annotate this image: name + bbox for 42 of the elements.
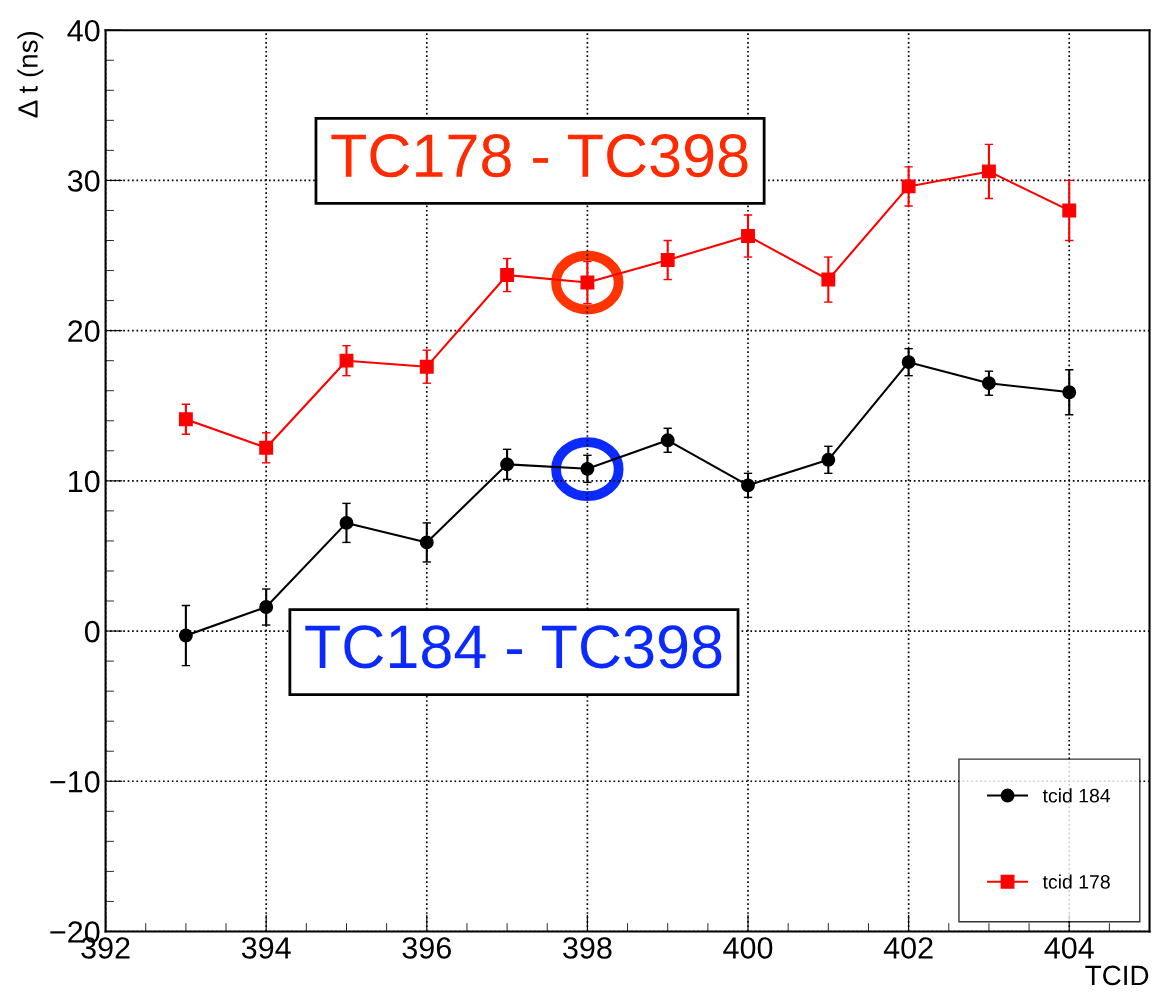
annotation: TC178 - TC398 [331,134,748,178]
point [339,515,354,530]
point [419,535,434,550]
point [821,452,836,467]
point [1062,203,1077,218]
point [981,164,996,179]
x-tick-label: 394 [241,937,291,959]
point [178,412,193,427]
x-tick-label: 396 [402,937,451,959]
point [419,359,434,374]
point [821,272,836,287]
x-tick-label: 400 [723,937,773,959]
y-tick-label: 20 [68,320,100,342]
y-axis-title: Δ t (ns) [17,31,44,118]
point [981,376,996,391]
point [741,229,755,243]
point [500,268,515,282]
point [660,433,675,448]
legend-label: tcid 184 [1042,788,1111,803]
point [901,355,916,370]
point [1062,385,1077,400]
y-tick-label: 0 [84,620,100,643]
x-axis-title: TCID [1085,965,1149,986]
y-tick-label: −10 [50,771,100,793]
point [901,179,916,194]
x-tick-label: 398 [563,937,612,959]
point [500,457,515,472]
point [741,478,755,493]
y-tick-label: 10 [69,470,100,493]
y-tick-label: 30 [67,170,100,192]
legend-label: tcid 178 [1042,874,1110,889]
point [660,253,675,267]
point [259,440,274,455]
point [339,353,354,368]
x-tick-label: 402 [883,937,933,959]
annotation: TC184 - TC398 [305,625,722,669]
point [580,275,595,290]
point [580,461,595,476]
y-tick-label: 40 [67,19,100,42]
point [259,600,274,614]
x-tick-label: 404 [1044,937,1094,959]
point [178,628,193,643]
